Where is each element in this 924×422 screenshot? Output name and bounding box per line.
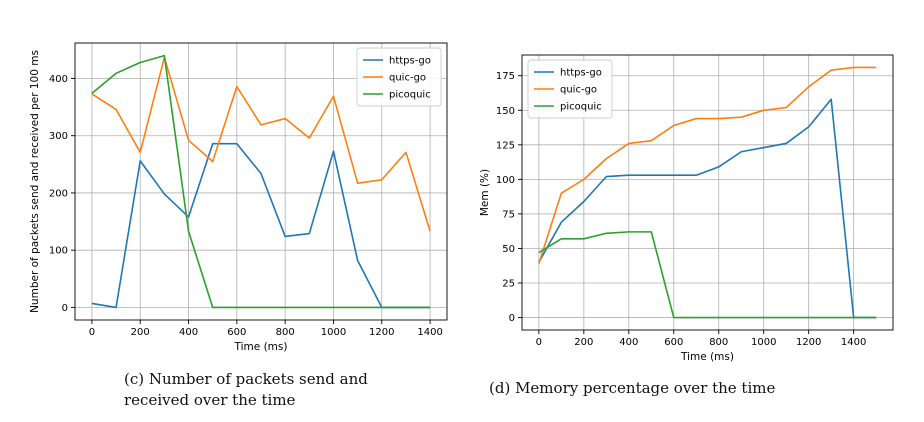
x-tick-label: 1400 [841,337,866,348]
x-tick-label: 1200 [369,327,394,338]
legend-label-https-go: https-go [389,56,431,67]
series-line-picoquic [538,231,877,319]
y-tick-label: 0 [509,313,515,324]
legend-label-picoquic: picoquic [389,90,431,101]
y-tick-label: 100 [496,175,515,186]
x-tick-label: 200 [574,337,593,348]
x-tick-label: 800 [276,327,295,338]
plot-frame [521,54,894,331]
legend-label-https-go: https-go [560,68,602,79]
x-tick-label: 800 [709,337,728,348]
x-tick-label: 0 [536,337,542,348]
y-tick-label: 25 [502,279,515,290]
y-axis-label: Mem (%) [479,169,491,216]
x-tick-label: 1000 [321,327,346,338]
series-line-picoquic [91,54,431,309]
series-line-quic-go [91,56,431,232]
x-axis-label: Time (ms) [234,341,288,353]
series-line-https-go [91,142,431,309]
y-tick-label: 0 [62,303,68,314]
chart-packets: 0 200 400 600 800 1000 1200 1400 0 100 200 300 400 Ti… [29,42,448,353]
y-tick-label: 150 [496,106,515,117]
x-axis-label: Time (ms) [680,351,734,363]
caption-memory: (d) Memory percentage over the time [489,379,776,397]
y-tick-label: 300 [49,131,68,142]
x-tick-label: 400 [619,337,638,348]
legend-label-picoquic: picoquic [560,102,602,113]
y-tick-label: 200 [49,188,68,199]
y-tick-label: 75 [502,209,515,220]
y-tick-label: 175 [496,71,515,82]
y-tick-label: 100 [49,246,68,257]
x-tick-label: 600 [664,337,683,348]
chart-memory: 0 200 400 600 800 1000 1200 1400 0 25 50 75 100 125 15… [479,54,894,363]
legend-box [356,47,442,107]
legend-label-quic-go: quic-go [560,85,597,96]
legend-label-quic-go: quic-go [389,73,426,84]
x-tick-label: 1000 [751,337,776,348]
series-line-https-go [538,98,877,319]
x-tick-label: 0 [89,327,95,338]
x-tick-label: 600 [227,327,246,338]
y-tick-label: 125 [496,140,515,151]
x-tick-label: 400 [179,327,198,338]
y-tick-label: 50 [502,244,515,255]
x-tick-label: 200 [131,327,150,338]
caption-packets: (c) Number of packets send and received … [124,370,368,409]
x-tick-label: 1400 [417,327,442,338]
x-tick-label: 1200 [796,337,821,348]
y-axis-label: Number of packets send and received per … [29,50,41,313]
y-tick-label: 400 [49,74,68,85]
series-line-quic-go [538,66,877,264]
plot-frame [74,42,448,321]
legend-box [527,59,613,119]
